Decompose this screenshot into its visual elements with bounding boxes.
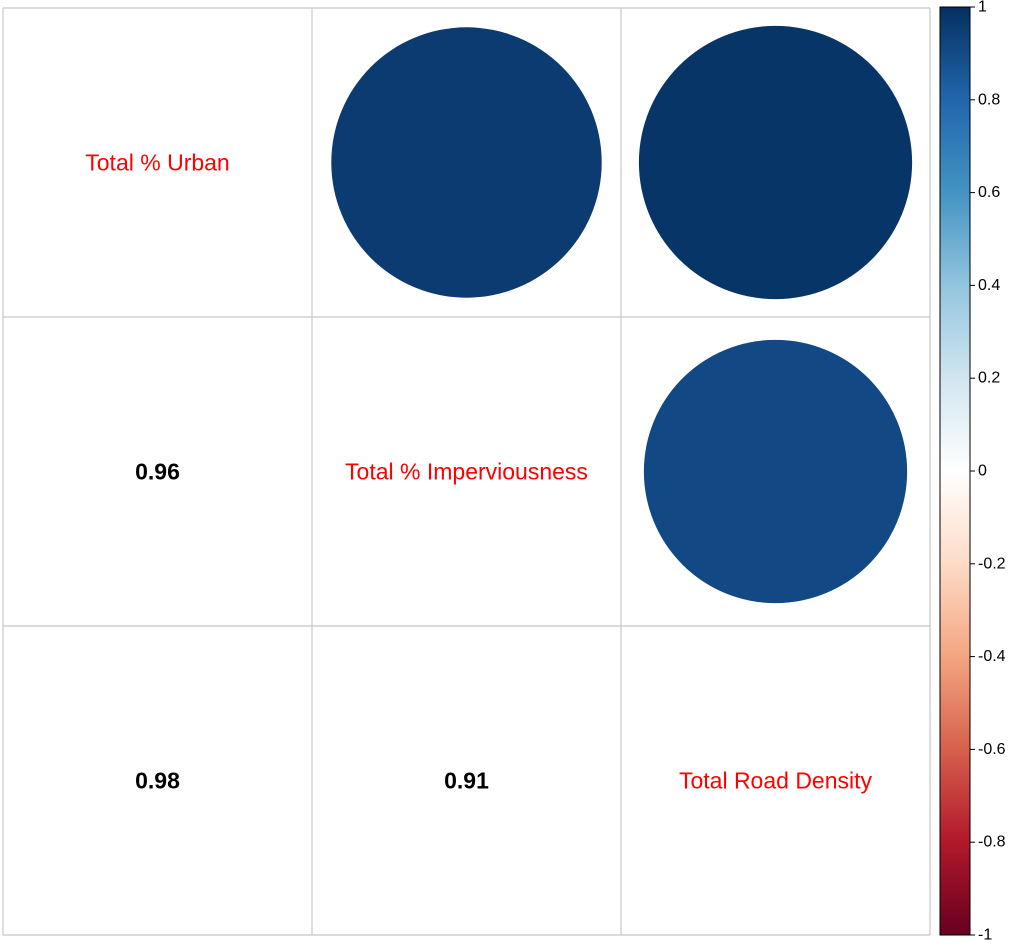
colorbar-gradient — [940, 7, 970, 935]
colorbar-tick-label: 1 — [978, 0, 987, 16]
matrix-grid — [2, 7, 931, 936]
colorbar-tick-label: 0.2 — [978, 370, 1000, 387]
colorbar-tick-label: 0 — [978, 463, 987, 480]
colorbar-tick-label: -0.4 — [978, 648, 1006, 665]
correlation-circle — [331, 27, 602, 298]
colorbar: 1 0.8 0.6 0.4 0.2 0 -0.2 -0.4 -0.6 -0.8 -1 — [939, 0, 1006, 944]
colorbar-tick-label: -0.8 — [978, 834, 1006, 851]
matrix-cells: Total % Urban 0.96 Total % Imperviousness 0… — [85, 25, 913, 794]
colorbar-tick-label: 0.6 — [978, 184, 1000, 201]
colorbar-tick-label: -0.6 — [978, 741, 1006, 758]
correlation-circle — [638, 25, 913, 300]
correlation-coefficient: 0.98 — [135, 768, 180, 794]
diagonal-label: Total % Urban — [85, 150, 229, 176]
correlation-coefficient: 0.91 — [444, 768, 489, 794]
diagonal-label: Total % Imperviousness — [345, 459, 588, 485]
diagonal-label: Total Road Density — [679, 768, 873, 794]
colorbar-tick-label: -0.2 — [978, 555, 1006, 572]
correlation-circle — [643, 339, 908, 604]
colorbar-tick-label: 0.8 — [978, 91, 1000, 108]
correlation-coefficient: 0.96 — [135, 459, 180, 485]
colorbar-tick-label: 0.4 — [978, 277, 1000, 294]
colorbar-tick-label: -1 — [978, 927, 992, 944]
